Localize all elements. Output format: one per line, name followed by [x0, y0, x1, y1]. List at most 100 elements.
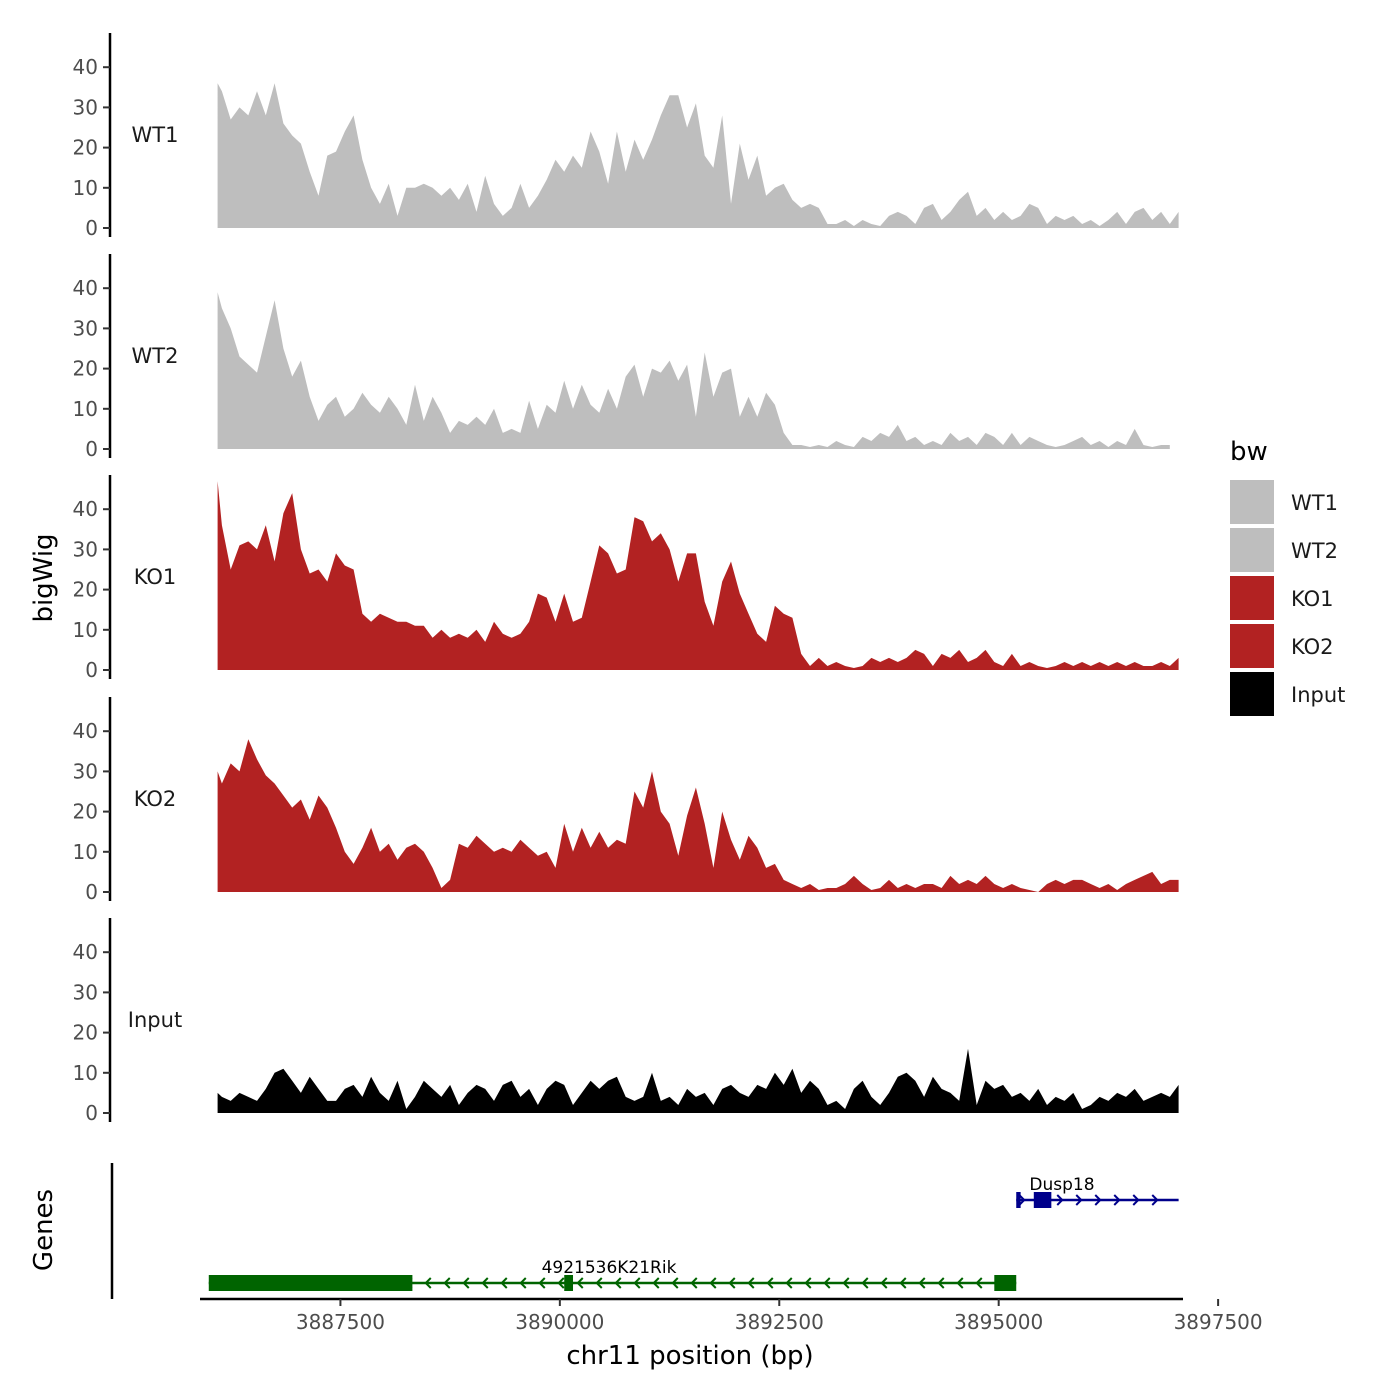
track-label: WT1	[132, 123, 179, 147]
legend-swatch	[1230, 672, 1274, 716]
track-label: KO2	[134, 787, 177, 811]
x-tick-label: 3895000	[954, 1310, 1043, 1334]
legend-label: WT1	[1291, 491, 1338, 515]
x-tick-label: 3890000	[515, 1310, 604, 1334]
legend-title: bw	[1230, 437, 1268, 467]
gene-strand-arrow	[1132, 1194, 1140, 1206]
legend-label: KO2	[1291, 635, 1334, 659]
y-tick-label: 10	[73, 618, 98, 642]
y-tick-label: 30	[73, 95, 98, 119]
gene-strand-arrow	[690, 1277, 698, 1289]
x-axis-ticks: 3887500 3890000 3892500 3895000 3897500	[296, 1299, 1263, 1334]
gene-strand-arrow	[899, 1277, 907, 1289]
y-tick-label: 10	[73, 176, 98, 200]
track-ko1: 0 10 20 30 40 KO1	[73, 475, 1179, 682]
x-tick-label: 3897500	[1174, 1310, 1263, 1334]
gene-label: 4921536K21Rik	[542, 1258, 677, 1278]
y-tick-label: 20	[73, 357, 98, 381]
gene-strand-arrow	[747, 1277, 755, 1289]
gene-strand-arrow	[709, 1277, 717, 1289]
gene-strand-arrow	[443, 1277, 451, 1289]
x-tick-label: 3887500	[296, 1310, 385, 1334]
legend-item: WT1	[1230, 480, 1338, 524]
gene-strand-arrow	[956, 1277, 964, 1289]
y-axis-title: bigWig	[29, 533, 59, 622]
legend: bw WT1 WT2 KO1 KO2 Input	[1230, 437, 1345, 716]
y-tick-label: 10	[73, 1061, 98, 1085]
x-axis: 3887500 3890000 3892500 3895000 3897500 chr1…	[200, 1297, 1263, 1371]
gene-strand-arrow	[1113, 1194, 1121, 1206]
track-wt2: 0 10 20 30 40 WT2	[73, 254, 1170, 461]
x-tick-label: 3892500	[735, 1310, 824, 1334]
gene-strand-arrow	[785, 1277, 793, 1289]
gene-exon	[994, 1275, 1017, 1291]
gene-strand-arrow	[424, 1277, 432, 1289]
y-tick-label: 20	[73, 1021, 98, 1045]
y-tick-label: 20	[73, 800, 98, 824]
track-wt1: 0 10 20 30 40 WT1	[73, 33, 1179, 240]
legend-label: KO1	[1291, 587, 1334, 611]
y-tick-label: 30	[73, 316, 98, 340]
legend-item: WT2	[1230, 528, 1338, 572]
y-tick-label: 30	[73, 537, 98, 561]
signal-tracks: 0 10 20 30 40 WT1 0 10 20 30 40 WT2 0 10 20 30 40 KO1 0 10 2…	[73, 33, 1179, 1125]
legend-label: WT2	[1291, 539, 1338, 563]
signal-area-input	[217, 1048, 1179, 1113]
legend-items: WT1 WT2 KO1 KO2 Input	[1230, 480, 1345, 716]
track-ko2: 0 10 20 30 40 KO2	[73, 697, 1179, 904]
y-tick-label: 20	[73, 136, 98, 160]
gene-strand-arrow	[576, 1277, 584, 1289]
signal-area-ko2	[217, 739, 1179, 892]
legend-swatch	[1230, 576, 1274, 620]
gene-strand-arrow	[500, 1277, 508, 1289]
gene-strand-arrow	[804, 1277, 812, 1289]
signal-area-ko1	[217, 481, 1179, 670]
y-tick-label: 0	[85, 658, 98, 682]
gene-strand-arrow	[1018, 1194, 1026, 1206]
gene-models: Dusp18 4921536K21Rik	[208, 1175, 1179, 1291]
gene-strand-arrow	[481, 1277, 489, 1289]
gene-strand-arrow	[842, 1277, 850, 1289]
y-tick-label: 0	[85, 880, 98, 904]
y-tick-label: 40	[73, 497, 98, 521]
signal-area-wt1	[217, 83, 1179, 228]
legend-item: KO2	[1230, 624, 1334, 668]
gene-strand-arrow	[1056, 1194, 1064, 1206]
gene-label: Dusp18	[1029, 1175, 1094, 1195]
track-input: 0 10 20 30 40 Input	[73, 918, 1179, 1125]
track-label: Input	[128, 1008, 182, 1032]
gene-exon	[564, 1275, 574, 1291]
y-tick-label: 40	[73, 940, 98, 964]
gene-strand-arrow	[861, 1277, 869, 1289]
y-tick-label: 40	[73, 55, 98, 79]
y-tick-label: 40	[73, 276, 98, 300]
legend-item: KO1	[1230, 576, 1334, 620]
y-tick-label: 30	[73, 980, 98, 1004]
genes-axis-title: Genes	[29, 1189, 59, 1271]
y-tick-label: 30	[73, 759, 98, 783]
y-tick-label: 0	[85, 437, 98, 461]
gene-strand-arrow	[519, 1277, 527, 1289]
gene-strand-arrow	[1151, 1194, 1159, 1206]
y-tick-label: 40	[73, 719, 98, 743]
track-label: KO1	[134, 565, 177, 589]
gene-strand-arrow	[614, 1277, 622, 1289]
gene-strand-arrow	[1075, 1194, 1083, 1206]
gene-strand-arrow	[633, 1277, 641, 1289]
y-tick-label: 20	[73, 578, 98, 602]
y-tick-label: 10	[73, 397, 98, 421]
gene-strand-arrow	[823, 1277, 831, 1289]
gene-strand-arrow	[557, 1277, 565, 1289]
legend-swatch	[1230, 624, 1274, 668]
gene-strand-arrow	[652, 1277, 660, 1289]
gene-exon	[1033, 1192, 1052, 1208]
y-tick-label: 10	[73, 840, 98, 864]
legend-swatch	[1230, 528, 1274, 572]
gene-strand-arrow	[671, 1277, 679, 1289]
gene-strand-arrow	[462, 1277, 470, 1289]
gene-4921536k21rik: 4921536K21Rik	[208, 1258, 1017, 1291]
gene-strand-arrow	[975, 1277, 983, 1289]
y-tick-label: 0	[85, 1101, 98, 1125]
x-axis-title: chr11 position (bp)	[566, 1341, 813, 1371]
